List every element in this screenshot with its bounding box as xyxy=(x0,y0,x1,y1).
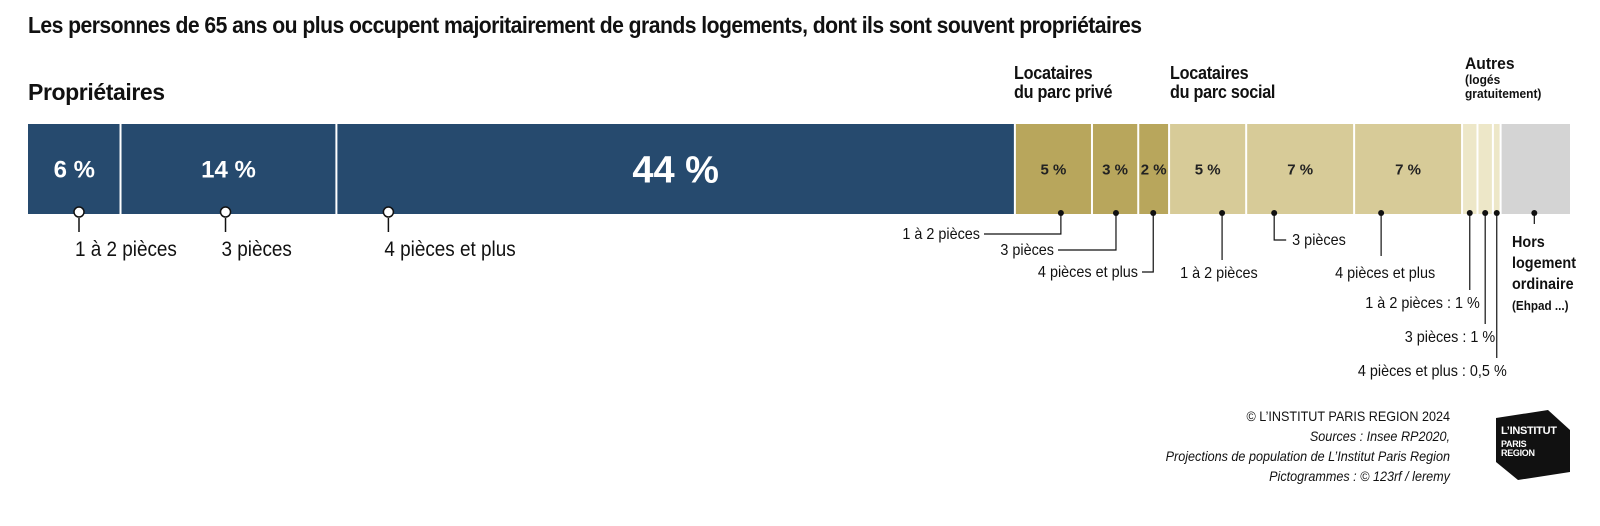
bar-segment-12 xyxy=(1500,124,1570,214)
value-label-8: 7 % xyxy=(1395,161,1421,178)
bar-segment-5 xyxy=(1138,124,1170,214)
group-label-autres: Autres (logés gratuitement) xyxy=(1465,54,1541,101)
group-label-proprietaires-text: Propriétaires xyxy=(28,79,165,105)
group-label-prive-line1: Locataires xyxy=(1014,63,1093,83)
group-label-proprietaires: Propriétaires xyxy=(28,80,165,105)
callout-label-autres-1: 3 pièces : 1 % xyxy=(1405,328,1495,346)
value-label-0: 6 % xyxy=(54,156,95,183)
value-label-5: 2 % xyxy=(1141,161,1167,178)
callout-dot-social-2 xyxy=(1378,210,1385,216)
value-label-6: 5 % xyxy=(1195,161,1221,178)
callout-label-prive-1: 3 pièces xyxy=(1000,241,1054,259)
bar-segment-1 xyxy=(120,124,337,214)
footer-picto: Pictogrammes : © 123rf / leremy xyxy=(1269,468,1450,484)
group-label-prive-line2: du parc privé xyxy=(1014,82,1113,103)
footer-credits: © L’INSTITUT PARIS REGION 2024 Sources :… xyxy=(1166,406,1450,486)
value-label-4: 3 % xyxy=(1102,161,1128,178)
value-label-7: 7 % xyxy=(1287,161,1313,178)
group-label-autres-line2: (logés xyxy=(1465,72,1501,87)
hors-line4: (Ehpad ...) xyxy=(1512,298,1569,313)
logo-line3: REGION xyxy=(1501,448,1535,458)
bar-segment-8 xyxy=(1354,124,1463,214)
hors-line1: Hors xyxy=(1512,234,1545,251)
hors-line2: logement xyxy=(1512,255,1577,272)
callout-line-prive-1 xyxy=(1058,214,1117,251)
bar-segment-7 xyxy=(1246,124,1355,214)
bar-segment-10 xyxy=(1477,124,1493,214)
value-label-2: 44 % xyxy=(632,149,719,191)
bar-segment-4 xyxy=(1091,124,1139,214)
callout-marker-prop-0 xyxy=(73,206,85,218)
callout-label-prop-2: 4 pièces et plus xyxy=(384,238,515,261)
callout-label-prive-0: 1 à 2 pièces xyxy=(902,225,980,243)
callout-dot-prive-0 xyxy=(1057,210,1064,216)
callout-dot-hors xyxy=(1531,210,1538,216)
callout-dot-autres-2 xyxy=(1493,210,1500,216)
logo-line1: L’INSTITUT xyxy=(1501,425,1557,437)
logo-line2: PARIS xyxy=(1501,439,1527,449)
stacked-bar-chart: 6 % 14 % 44 % 5 % 3 % 2 % 5 % 7 % 7 % 1 à 2 pièce… xyxy=(28,124,1570,380)
callout-label-prive-2: 4 pièces et plus xyxy=(1038,263,1138,281)
footer-source1: Sources : Insee RP2020, xyxy=(1309,428,1450,444)
bar-segment-2 xyxy=(336,124,1015,214)
hors-logement-label: Hors logement ordinaire (Ehpad ...) xyxy=(1512,232,1576,316)
callout-label-prop-1: 3 pièces xyxy=(222,238,292,261)
value-label-1: 14 % xyxy=(201,156,256,183)
callout-marker-prop-1 xyxy=(219,206,232,218)
callout-label-social-0: 1 à 2 pièces xyxy=(1180,264,1258,282)
bar-segment-9 xyxy=(1462,124,1478,214)
callout-label-autres-0: 1 à 2 pièces : 1 % xyxy=(1365,294,1479,312)
hors-line3: ordinaire xyxy=(1512,276,1574,293)
value-label-3: 5 % xyxy=(1041,161,1067,178)
callout-label-social-2: 4 pièces et plus xyxy=(1335,264,1435,282)
footer-copyright: © L’INSTITUT PARIS REGION 2024 xyxy=(1246,408,1450,424)
group-label-prive: Locataires du parc privé xyxy=(1014,63,1113,103)
bar-segment-0 xyxy=(28,124,121,214)
callout-dot-autres-1 xyxy=(1482,210,1489,216)
callout-line-social-1 xyxy=(1273,214,1287,241)
callout-dot-social-1 xyxy=(1271,210,1278,216)
callout-marker-prop-2 xyxy=(382,206,395,218)
callout-label-prop-0: 1 à 2 pièces xyxy=(75,238,177,261)
bar-segment-11 xyxy=(1492,124,1501,214)
bar-segment-3 xyxy=(1014,124,1092,214)
group-label-social-line1: Locataires xyxy=(1170,63,1249,83)
callout-label-social-1: 3 pièces xyxy=(1292,231,1346,249)
group-label-autres-line1: Autres xyxy=(1465,54,1515,73)
callout-dot-autres-0 xyxy=(1466,210,1473,216)
callout-dot-prive-1 xyxy=(1112,210,1119,216)
footer-source2: Projections de population de L’Institut … xyxy=(1165,448,1450,464)
callout-dot-prive-2 xyxy=(1150,210,1157,216)
chart-title: Les personnes de 65 ans ou plus occupent… xyxy=(28,12,1142,38)
callout-label-autres-2: 4 pièces et plus : 0,5 % xyxy=(1358,362,1507,380)
bar-segment-6 xyxy=(1169,124,1247,214)
institut-paris-region-logo xyxy=(1496,410,1570,480)
logo-text: L’INSTITUT PARIS REGION xyxy=(1501,426,1557,458)
callout-dot-social-0 xyxy=(1219,210,1226,216)
group-label-social-line2: du parc social xyxy=(1170,82,1276,103)
group-label-autres-line3: gratuitement) xyxy=(1465,86,1542,102)
group-label-social: Locataires du parc social xyxy=(1170,63,1276,103)
callout-line-prive-0 xyxy=(984,214,1062,235)
callout-line-prive-2 xyxy=(1142,214,1154,273)
